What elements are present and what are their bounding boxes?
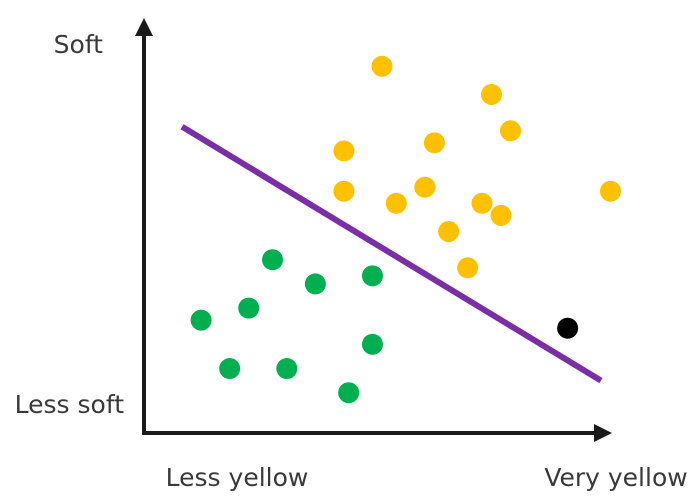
yellow-point-11 — [490, 204, 512, 226]
yellow-point-2 — [480, 83, 502, 105]
green-point-1 — [262, 249, 284, 271]
yellow-point-12 — [438, 221, 460, 242]
green-point-6 — [361, 333, 383, 355]
yellow-point-1 — [371, 55, 393, 77]
yellow-point-13 — [457, 257, 479, 279]
green-point-4 — [238, 297, 260, 319]
yellow-point-6 — [599, 180, 621, 202]
yellow-point-5 — [423, 132, 445, 154]
green-point-3 — [361, 265, 383, 287]
green-point-7 — [219, 358, 241, 380]
y-tick-label-low: Less soft — [15, 390, 125, 419]
x-axis-arrowhead — [594, 424, 612, 442]
black-point-1 — [557, 317, 579, 339]
x-tick-label-low: Less yellow — [166, 463, 309, 492]
yellow-point-8 — [414, 176, 436, 198]
yellow-point-10 — [471, 192, 493, 214]
green-point-8 — [276, 358, 298, 380]
yellow-point-7 — [333, 180, 355, 202]
green-point-9 — [338, 382, 360, 404]
green-point-2 — [304, 273, 326, 295]
boundary-layer — [180, 124, 603, 384]
x-tick-label-high: Very yellow — [544, 463, 687, 492]
y-tick-label-high: Soft — [54, 30, 104, 59]
yellow-point-3 — [500, 120, 522, 142]
y-axis-arrowhead — [135, 18, 153, 36]
points-layer — [190, 55, 621, 404]
green-point-5 — [190, 309, 212, 331]
yellow-point-9 — [385, 192, 407, 214]
yellow-point-4 — [333, 140, 355, 162]
decision-boundary-line — [180, 124, 603, 384]
